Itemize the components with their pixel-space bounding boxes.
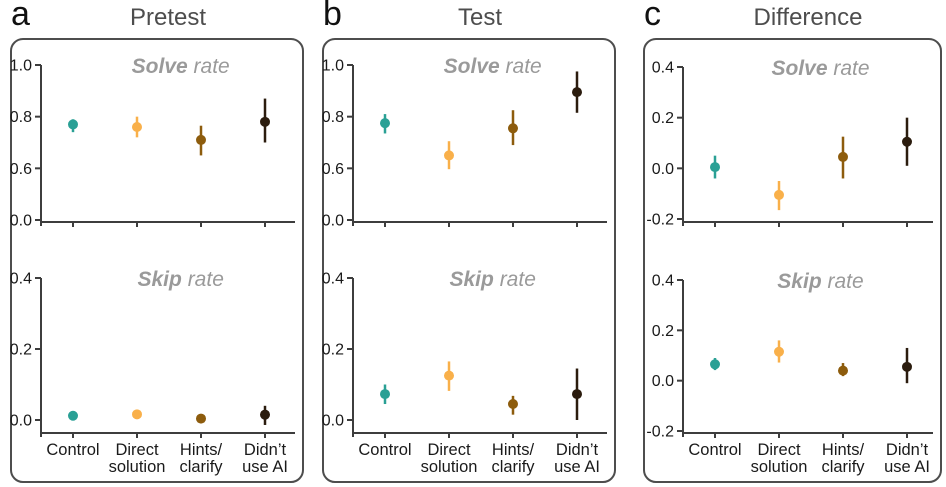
data-point [508, 399, 518, 410]
category-label: solution [421, 458, 478, 476]
data-point [838, 151, 848, 162]
y-tick-label: 0.2 [322, 342, 344, 359]
y-tick-label: 0.2 [652, 110, 674, 127]
subplot-label: Solve rate [444, 55, 542, 78]
y-tick-label: 1.0 [10, 58, 32, 75]
data-point [196, 134, 206, 145]
category-label: clarify [821, 458, 865, 476]
category-label: use AI [242, 458, 288, 476]
data-point [710, 359, 720, 370]
panel-pretest: a Pretest 1.0 0.8 0.6 0.0 Solve rate 0.4 0.2 0.… [10, 0, 304, 487]
data-point [444, 150, 454, 161]
subplot-label: Skip rate [777, 270, 863, 293]
panel-letter: c [644, 0, 661, 33]
category-label: solution [109, 458, 166, 476]
data-point [508, 123, 518, 134]
data-point [68, 119, 78, 130]
y-tick-label: 0.4 [652, 273, 674, 290]
data-point [132, 122, 142, 132]
category-label: use AI [554, 458, 600, 476]
data-point [774, 189, 784, 200]
category-label: Control [46, 441, 99, 459]
data-point [260, 116, 270, 127]
category-label: Didn’t [886, 441, 929, 459]
category-label: clarify [179, 458, 223, 476]
chart-difference: 0.4 0.2 0.0 -0.2 Solve rate 0.4 0.2 0.0 -0.2 Skip… [643, 38, 942, 483]
y-tick-label: 0.6 [322, 161, 344, 178]
y-tick-label: 0.4 [652, 60, 674, 77]
chart-pretest: 1.0 0.8 0.6 0.0 Solve rate 0.4 0.2 0.0 Skip rate… [10, 38, 304, 483]
y-tick-label: -0.2 [646, 212, 674, 229]
data-point [380, 118, 390, 129]
category-label: Hints/ [180, 441, 223, 459]
category-label: Control [688, 441, 741, 459]
category-label: Direct [427, 441, 471, 459]
panel-difference: c Difference 0.4 0.2 0.0 -0.2 Solve rate 0.4 0… [643, 0, 942, 487]
y-tick-label: 0.0 [10, 213, 32, 230]
subplot-label: Skip rate [138, 268, 224, 291]
panel-letter: a [11, 0, 30, 33]
data-point [196, 413, 206, 424]
subplot-label: Skip rate [450, 268, 536, 291]
data-point [260, 409, 270, 420]
data-point [774, 346, 784, 357]
data-point [68, 410, 78, 421]
category-label: Control [358, 441, 411, 459]
data-point [132, 409, 142, 420]
subplot-label: Solve rate [771, 57, 869, 80]
category-label: Direct [757, 441, 801, 459]
category-label: Hints/ [822, 441, 865, 459]
panel-letter: b [323, 0, 342, 33]
category-label: Hints/ [492, 441, 535, 459]
panel-border [322, 38, 616, 483]
y-tick-label: 1.0 [322, 58, 344, 75]
category-label: Direct [115, 441, 159, 459]
y-tick-label: 0.6 [10, 161, 32, 178]
category-label: use AI [884, 458, 930, 476]
y-tick-label: 0.4 [322, 271, 344, 288]
y-tick-label: 0.8 [322, 109, 344, 126]
data-point [572, 389, 582, 400]
y-tick-label: 0.4 [10, 271, 32, 288]
data-point [380, 389, 390, 400]
panel-title: Test [457, 4, 502, 31]
y-tick-label: -0.2 [646, 424, 674, 441]
category-label: clarify [491, 458, 535, 476]
chart-test: 1.0 0.8 0.6 0.0 Solve rate 0.4 0.2 0.0 Skip rate… [322, 38, 616, 483]
panel-title: Pretest [129, 4, 207, 31]
data-point [838, 365, 848, 376]
category-label: Didn’t [244, 441, 287, 459]
panel-title: Difference [753, 4, 863, 31]
y-tick-label: 0.0 [322, 413, 344, 430]
y-tick-label: 0.0 [652, 161, 674, 178]
data-point [902, 136, 912, 147]
data-point [572, 87, 582, 98]
y-tick-label: 0.2 [10, 342, 32, 359]
y-tick-label: 0.2 [652, 323, 674, 340]
panel-test: b Test 1.0 0.8 0.6 0.0 Solve rate 0.4 0.2 0.0 Sk… [322, 0, 616, 487]
data-point [710, 162, 720, 173]
y-tick-label: 0.0 [652, 373, 674, 390]
data-point [902, 361, 912, 372]
panel-border [643, 38, 942, 483]
data-point [444, 370, 454, 381]
y-tick-label: 0.8 [10, 109, 32, 126]
category-label: solution [751, 458, 808, 476]
y-tick-label: 0.0 [10, 413, 32, 430]
panel-border [10, 38, 304, 483]
y-tick-label: 0.0 [322, 213, 344, 230]
subplot-label: Solve rate [132, 55, 230, 78]
category-label: Didn’t [556, 441, 599, 459]
